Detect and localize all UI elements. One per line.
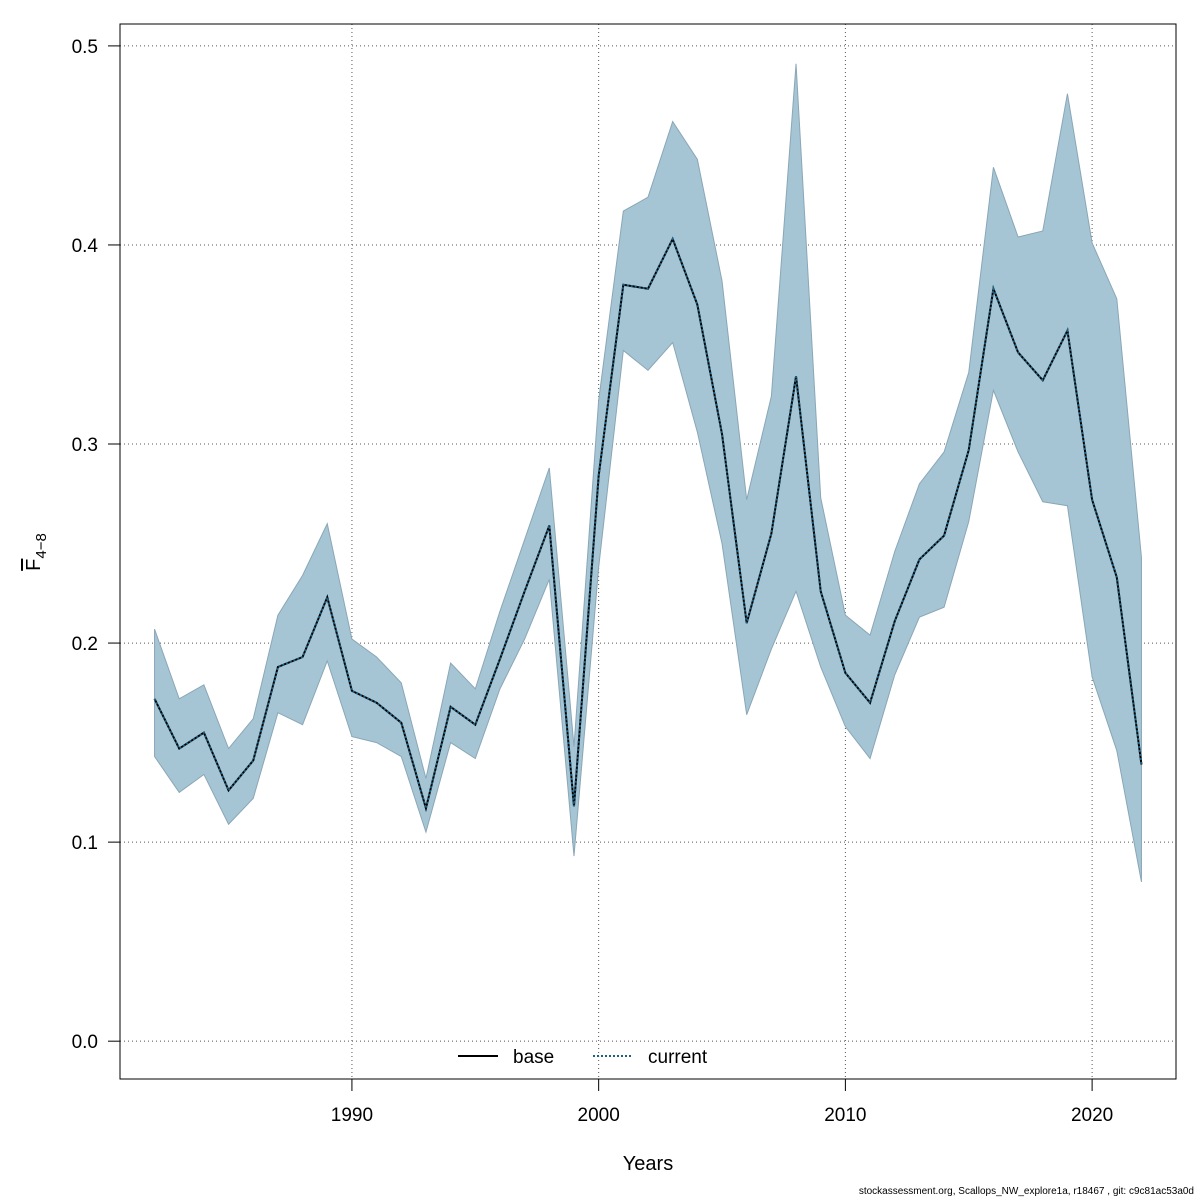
- y-tick-label: 0.3: [72, 435, 98, 456]
- x-tick-label: 2020: [1071, 1105, 1113, 1126]
- y-tick-label: 0.5: [72, 37, 98, 58]
- y-axis: 0.0 0.1 0.2 0.3 0.4 0.5: [72, 37, 120, 1053]
- y-tick-label: 0.0: [72, 1032, 98, 1053]
- x-tick-label: 2000: [578, 1105, 620, 1126]
- y-axis-title-subscript: 4−8: [33, 533, 50, 558]
- y-axis-title: F4−8: [23, 533, 50, 571]
- x-axis: 1990 2000 2010 2020: [331, 1079, 1113, 1126]
- x-tick-label: 1990: [331, 1105, 373, 1126]
- series-line-current: [153, 236, 1143, 813]
- footer-note: stockassessment.org, Scallops_NW_explore…: [858, 1186, 1194, 1197]
- series-lines: [153, 236, 1143, 813]
- legend-label-current: current: [648, 1047, 708, 1068]
- plot-frame: [119, 23, 1177, 1080]
- y-tick-label: 0.1: [72, 833, 98, 854]
- legend: base current: [458, 1047, 708, 1068]
- x-axis-title: Years: [623, 1153, 673, 1175]
- y-axis-title-main: F: [23, 559, 45, 571]
- grid: [120, 24, 1176, 1079]
- y-tick-label: 0.4: [72, 236, 99, 257]
- x-tick-label: 2010: [824, 1105, 866, 1126]
- y-tick-label: 0.2: [72, 634, 98, 655]
- legend-label-base: base: [513, 1047, 554, 1068]
- svg-text:F4−8: F4−8: [23, 533, 50, 571]
- confidence-band: [154, 63, 1142, 883]
- confidence-band-area: [154, 63, 1142, 883]
